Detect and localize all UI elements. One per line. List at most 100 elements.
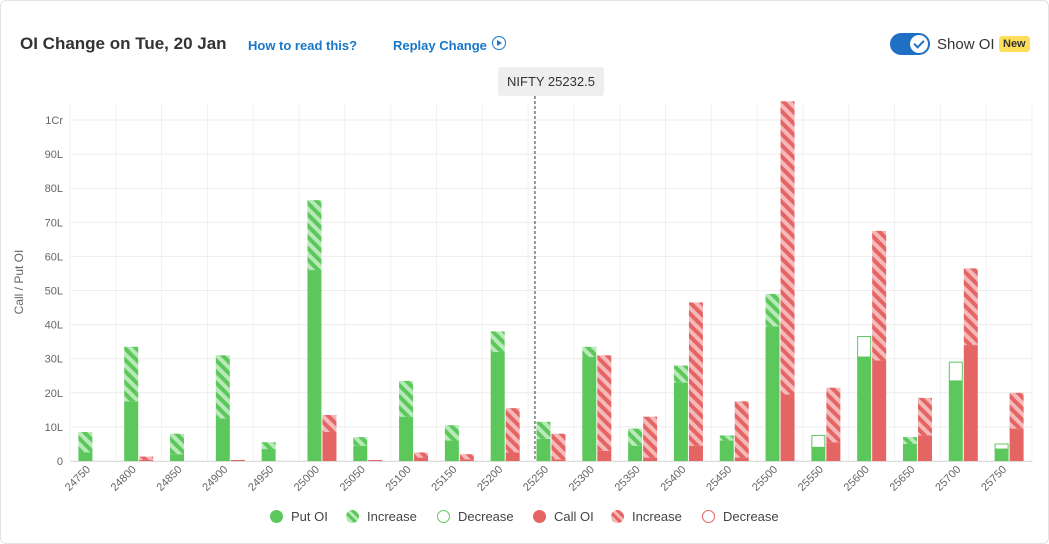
put-oi-bar: [628, 445, 643, 461]
y-tick-label: 50L: [45, 286, 63, 298]
legend-label: Increase: [632, 509, 682, 524]
put-increase-bar: [902, 437, 917, 444]
x-tick-label: 25650: [887, 464, 917, 494]
call-oi-bar: [1009, 428, 1024, 461]
call-increase-bar: [643, 416, 658, 458]
x-tick-label: 25750: [979, 464, 1009, 494]
y-tick-label: 90L: [45, 149, 63, 161]
put-increase-bar: [536, 421, 551, 439]
put-decrease-bar: [994, 443, 1009, 450]
show-oi-toggle[interactable]: [890, 33, 930, 55]
x-tick-label: 24800: [109, 464, 139, 494]
check-icon: [910, 35, 928, 53]
call-increase-bar: [139, 456, 154, 460]
x-tick-label: 25700: [933, 464, 963, 494]
legend-label: Increase: [367, 509, 417, 524]
call-oi-bar: [734, 457, 749, 461]
put-oi-bar: [948, 380, 963, 461]
put-oi-bar: [536, 438, 551, 461]
x-tick-label: 25400: [658, 464, 688, 494]
put-increase-bar: [78, 432, 93, 453]
call-increase-bar: [780, 101, 795, 395]
put-oi-bar: [811, 447, 826, 461]
call-oi-bar: [643, 457, 658, 461]
put-oi-bar: [78, 452, 93, 461]
put-oi-bar: [719, 440, 734, 461]
call-oi-bar: [414, 457, 429, 461]
x-tick-label: 24950: [246, 464, 276, 494]
put-oi-swatch: [270, 510, 283, 523]
call-oi-bar: [826, 442, 841, 461]
y-tick-label: 40L: [45, 320, 63, 332]
put-increase-bar: [673, 365, 688, 383]
call-increase-bar: [414, 452, 429, 458]
call-oi-bar: [459, 459, 474, 461]
new-badge: New: [999, 36, 1030, 52]
call-increase-bar: [826, 387, 841, 443]
call-oi-bar: [597, 450, 612, 461]
call-oi-bar: [139, 459, 154, 461]
y-tick-label: 10L: [45, 422, 63, 434]
put-increase-bar: [215, 355, 230, 419]
spot-price-label: NIFTY 25232.5: [498, 67, 604, 96]
y-tick-label: 20L: [45, 388, 63, 400]
legend-label: Decrease: [723, 509, 779, 524]
call-increase-bar: [597, 355, 612, 451]
put-oi-bar: [490, 351, 505, 461]
put-increase-bar: [124, 346, 139, 402]
put-oi-bar: [353, 445, 368, 461]
put-increase-bar: [444, 425, 459, 441]
y-tick-label: 60L: [45, 251, 63, 263]
call-increase-bar: [917, 397, 932, 436]
chart-title: OI Change on Tue, 20 Jan: [20, 34, 227, 53]
put-decrease-bar: [857, 336, 872, 358]
put-increase-bar: [399, 380, 414, 417]
x-tick-label: 25300: [567, 464, 597, 494]
put-decrease-bar: [811, 434, 826, 448]
put-increase-bar: [353, 437, 368, 446]
call-oi-bar: [872, 360, 887, 461]
x-tick-label: 24850: [155, 464, 185, 494]
put-oi-bar: [399, 416, 414, 461]
call-decrease-swatch: [702, 510, 715, 523]
x-tick-label: 25150: [429, 464, 459, 494]
call-oi-bar: [688, 445, 703, 461]
put-increase-bar: [261, 442, 276, 450]
x-tick-label: 25550: [796, 464, 826, 494]
call-increase-bar: [551, 433, 566, 460]
put-oi-bar: [673, 382, 688, 461]
put-oi-bar: [902, 443, 917, 461]
put-oi-bar: [582, 357, 597, 461]
call-increase-swatch: [611, 510, 624, 523]
put-oi-bar: [994, 449, 1009, 461]
x-tick-label: 24900: [200, 464, 230, 494]
call-increase-bar: [734, 401, 749, 458]
y-tick-label: 30L: [45, 354, 63, 366]
legend-label: Put OI: [291, 509, 328, 524]
call-increase-bar: [963, 268, 978, 346]
put-increase-bar: [307, 200, 322, 271]
call-oi-bar: [551, 459, 566, 461]
replay-change-button[interactable]: Replay Change: [393, 38, 487, 53]
x-tick-label: 25200: [475, 464, 505, 494]
put-increase-bar: [765, 293, 780, 327]
put-decrease-swatch: [437, 510, 450, 523]
x-tick-label: 25000: [292, 464, 322, 494]
y-tick-label: 0: [57, 456, 63, 468]
put-increase-bar: [170, 433, 185, 455]
legend-label: Call OI: [554, 509, 594, 524]
how-to-read-link[interactable]: How to read this?: [248, 38, 358, 53]
put-increase-swatch: [346, 510, 359, 523]
call-oi-bar: [963, 345, 978, 461]
x-tick-label: 25450: [704, 464, 734, 494]
call-increase-bar: [505, 408, 520, 453]
x-tick-label: 25250: [521, 464, 551, 494]
y-axis-title: Call / Put OI: [12, 250, 26, 315]
call-oi-swatch: [533, 510, 546, 523]
put-oi-bar: [124, 401, 139, 461]
y-tick-label: 1Cr: [45, 115, 63, 127]
x-tick-label: 25350: [613, 464, 643, 494]
play-circle-icon[interactable]: [492, 36, 506, 50]
call-oi-bar: [505, 452, 520, 461]
